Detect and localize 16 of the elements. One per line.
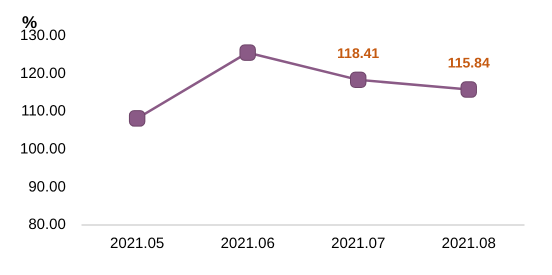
x-tick-label: 2021.05 bbox=[110, 235, 164, 252]
y-tick-label: 80.00 bbox=[28, 216, 66, 234]
point bbox=[460, 81, 477, 98]
x-tick-label: 2021.08 bbox=[442, 235, 496, 252]
y-tick-label: 100.00 bbox=[20, 140, 66, 158]
y-tick-label: 130.00 bbox=[20, 27, 66, 44]
x-tick-label: 2021.06 bbox=[220, 235, 275, 252]
y-tick-label: 90.00 bbox=[28, 178, 66, 196]
data-label: 118.41 bbox=[337, 44, 380, 61]
data-label: 115.84 bbox=[448, 54, 490, 71]
y-tick-label: 110.00 bbox=[21, 102, 66, 120]
x-tick-label: 2021.07 bbox=[331, 235, 386, 252]
point bbox=[128, 110, 146, 127]
point bbox=[239, 44, 256, 61]
point bbox=[350, 72, 366, 88]
y-tick-label: 120.00 bbox=[20, 64, 66, 82]
